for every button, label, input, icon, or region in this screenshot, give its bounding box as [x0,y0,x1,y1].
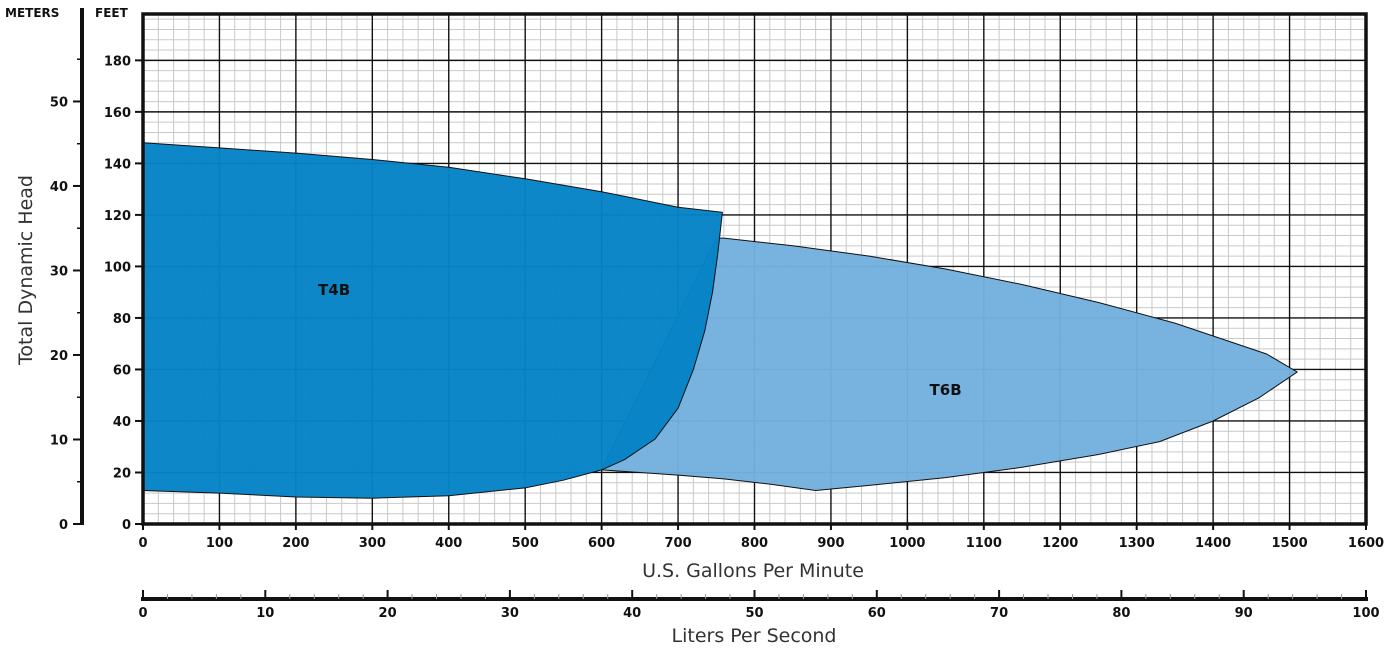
x-tick-label: 300 [359,536,386,551]
x-tick-label: 1200 [1042,536,1078,551]
x-tick-label: 700 [664,536,691,551]
lps-tick-label: 20 [379,606,397,621]
x2-axis-label: Liters Per Second [672,625,837,647]
x-tick-label: 1600 [1348,536,1384,551]
lps-tick-label: 10 [256,606,274,621]
lps-tick-label: 70 [990,606,1008,621]
performance-regions: T6B T4B [142,142,1299,499]
lps-tick-label: 60 [868,606,886,621]
meters-tick-label: 30 [50,264,68,279]
x-tick-label: 200 [282,536,309,551]
y-tick-label: 120 [104,209,131,224]
x-tick-label: 100 [206,536,233,551]
lps-tick-label: 50 [745,606,763,621]
y-axis-unit-meters: METERS [5,6,59,20]
y-tick-label: 80 [113,312,131,327]
meters-tick-label: 50 [50,95,68,110]
lps-tick-label: 80 [1112,606,1130,621]
x-tick-label: 1300 [1119,536,1155,551]
lps-tick-label: 100 [1352,606,1379,621]
region-t6b [600,237,1299,492]
y-tick-label: 180 [104,54,131,69]
y-tick-label: 160 [104,106,131,121]
x-tick-label: 1400 [1195,536,1231,551]
text-labels: METERS FEET Total Dynamic Head U.S. Gall… [5,6,864,647]
x-tick-label: 0 [138,536,147,551]
region-label-t4b: T4B [318,281,350,299]
region-t4b [142,142,723,499]
y-tick-label: 20 [113,466,131,481]
y-axis-label: Total Dynamic Head [15,175,37,366]
x-axis-label: U.S. Gallons Per Minute [642,560,864,582]
x-tick-label: 600 [588,536,615,551]
lps-tick-label: 0 [138,606,147,621]
region-label-t6b: T6B [930,381,962,399]
x-tick-label: 400 [435,536,462,551]
y-tick-label: 40 [113,415,131,430]
x-tick-label: 1100 [966,536,1002,551]
y-axis-unit-feet: FEET [95,6,129,20]
x-tick-label: 500 [512,536,539,551]
lps-tick-label: 30 [501,606,519,621]
x-tick-label: 900 [817,536,844,551]
x-tick-label: 800 [741,536,768,551]
x-tick-label: 1500 [1271,536,1307,551]
meters-tick-label: 20 [50,349,68,364]
y-tick-label: 100 [104,260,131,275]
lps-tick-label: 40 [623,606,641,621]
x-tick-label: 1000 [889,536,925,551]
y-tick-label: 140 [104,157,131,172]
meters-tick-label: 10 [50,433,68,448]
y-tick-label: 60 [113,363,131,378]
y-tick-label: 0 [122,518,131,533]
meters-tick-label: 40 [50,180,68,195]
lps-tick-label: 90 [1235,606,1253,621]
meters-tick-label: 0 [59,518,68,533]
